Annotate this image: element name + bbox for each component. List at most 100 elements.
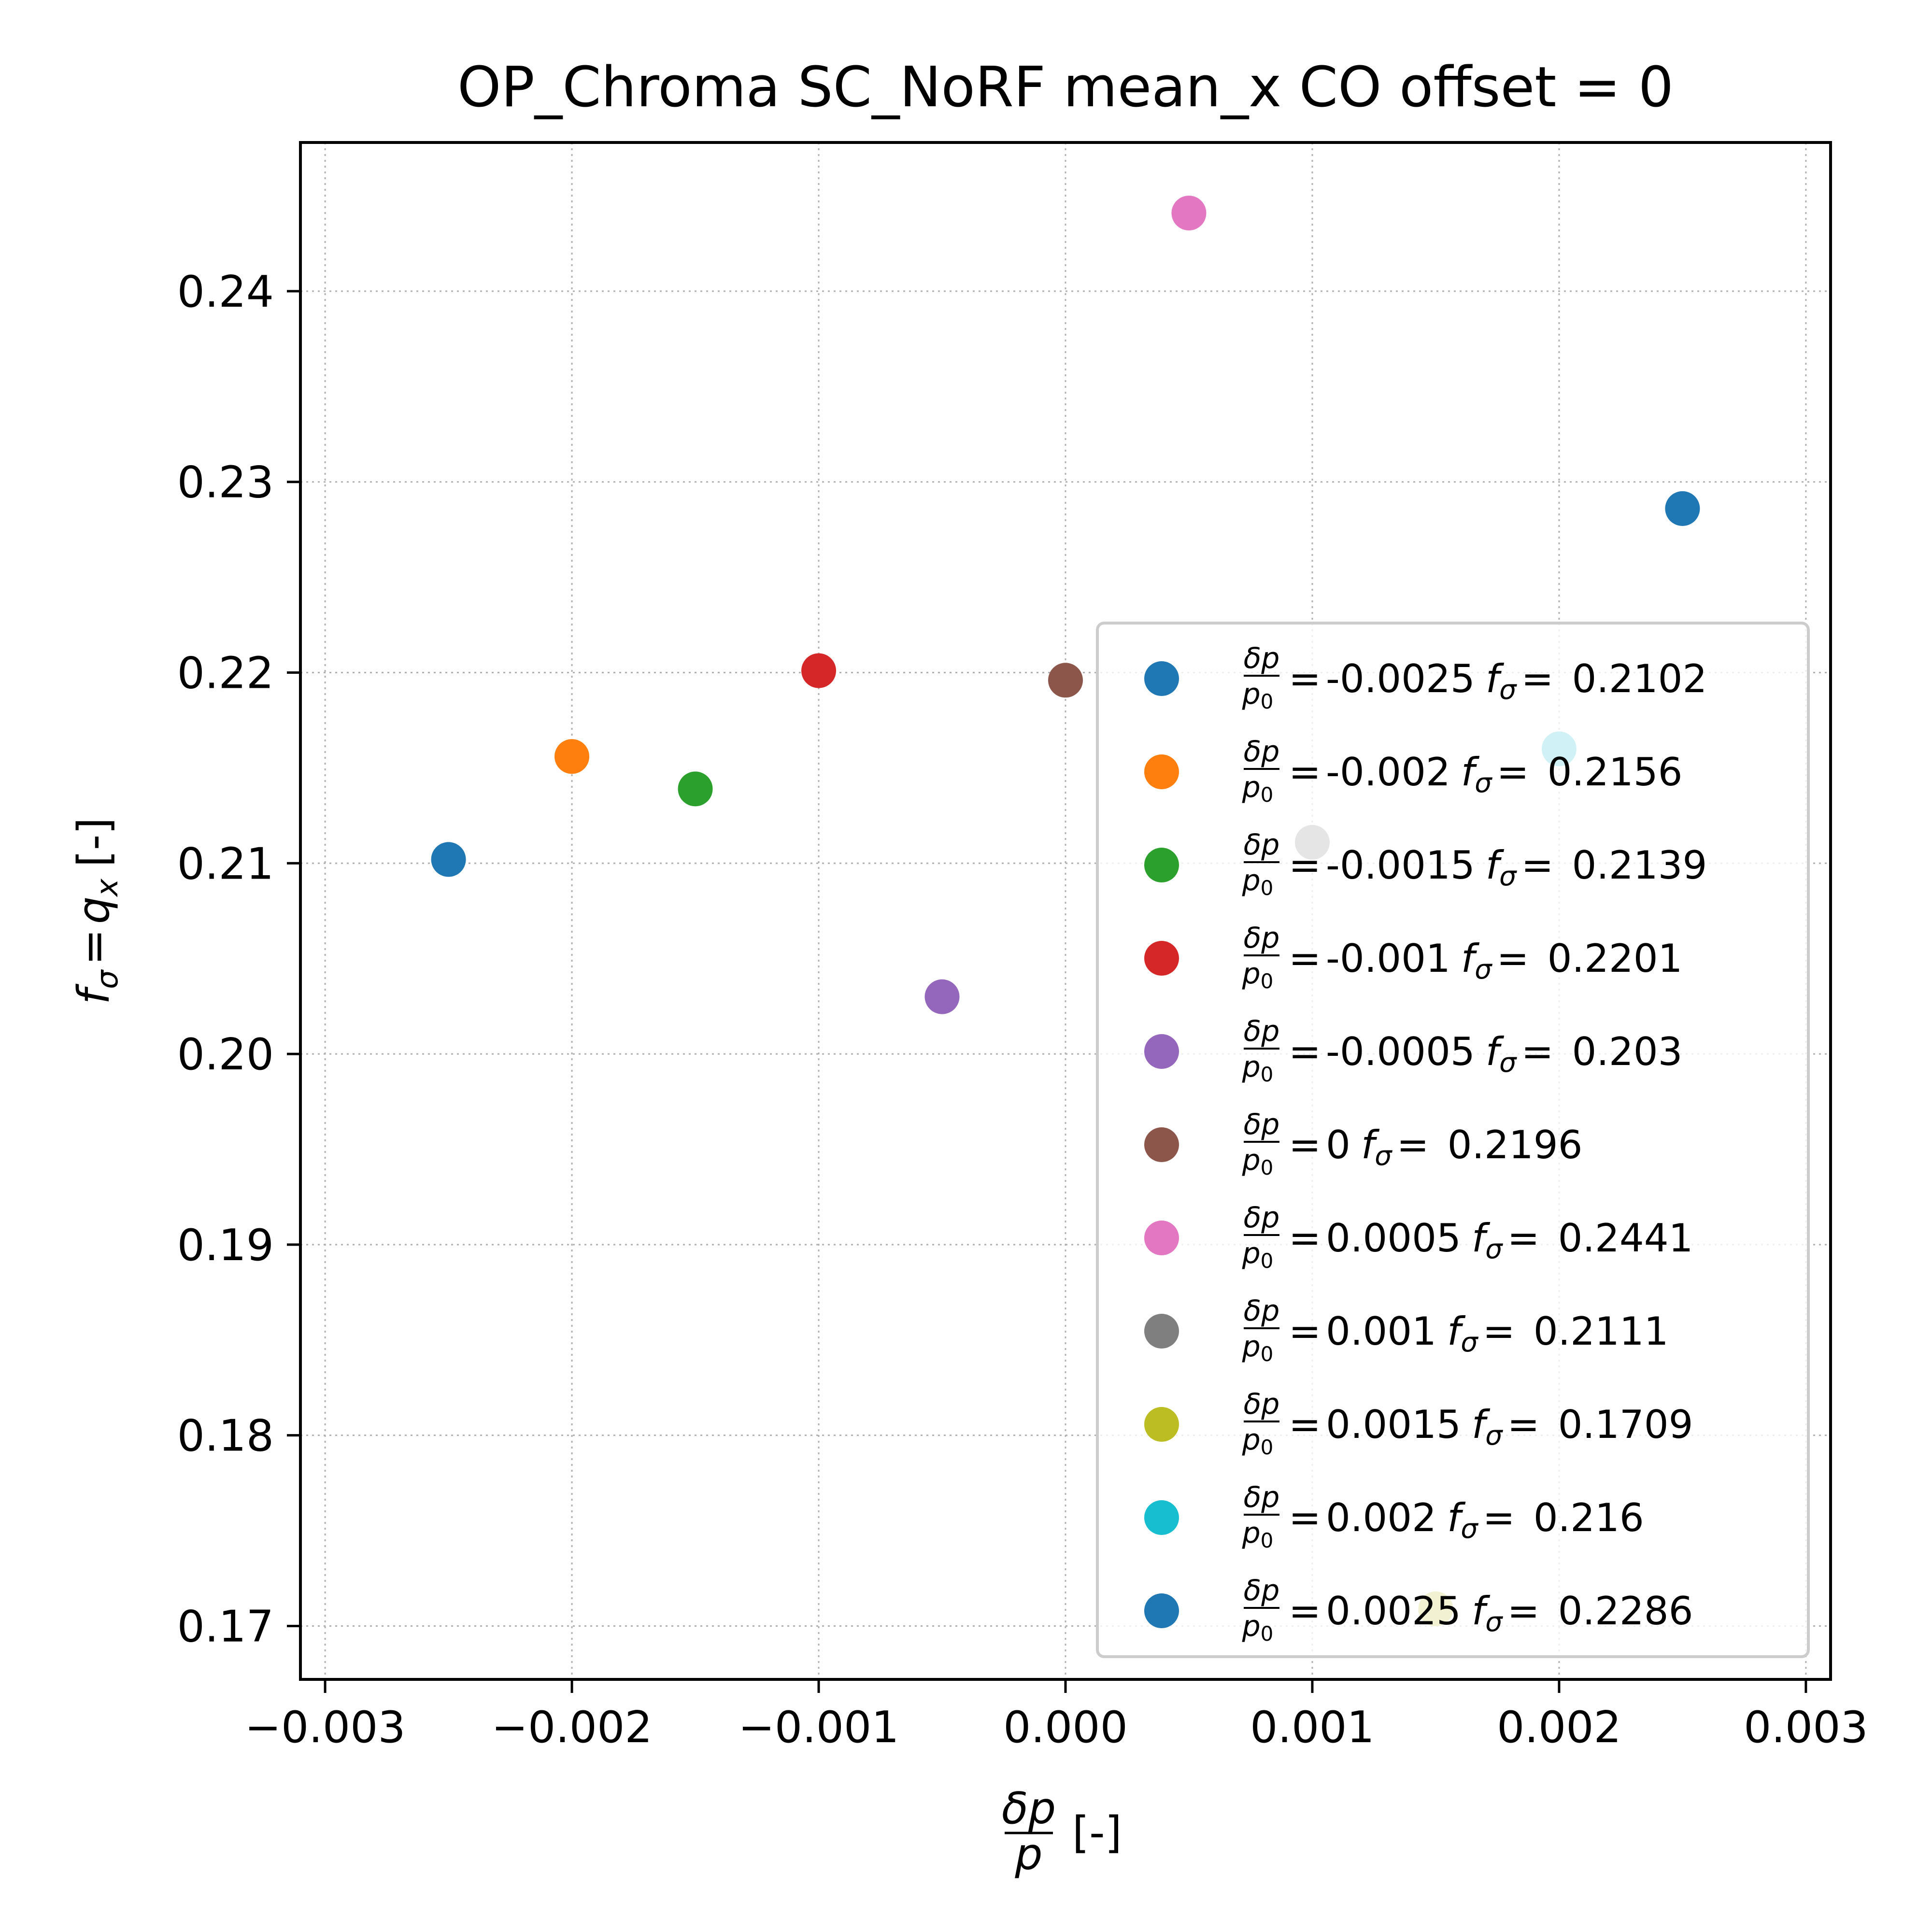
legend-f-sub: σ (1461, 1327, 1478, 1358)
data-point (1665, 491, 1700, 526)
legend-f-sub: σ (1461, 1513, 1478, 1545)
data-point (678, 771, 713, 807)
legend-frac-denominator-sub: 0 (1261, 1249, 1274, 1273)
data-point (1171, 196, 1207, 231)
legend-fsig-value: 0.2196 (1448, 1122, 1583, 1167)
legend-f-sub: σ (1475, 767, 1492, 799)
legend-marker (1144, 1221, 1179, 1255)
legend-f-eq: = (1397, 1122, 1429, 1167)
legend-eq: = (1289, 1309, 1321, 1354)
x-label-denominator: p (1014, 1829, 1042, 1880)
legend-f-eq: = (1483, 1309, 1515, 1354)
legend-frac-numerator: δp (1244, 735, 1280, 768)
legend-frac-denominator-sub: 0 (1261, 1063, 1274, 1086)
legend-label: = 0.0005 fσ = 0.2441 (1289, 1216, 1693, 1265)
y-label-unit: [-] (69, 818, 119, 867)
legend-f-sub: σ (1499, 674, 1517, 706)
data-point (924, 979, 960, 1014)
legend-eq: = (1289, 656, 1321, 701)
legend-eq: = (1289, 750, 1321, 795)
legend-f-eq: = (1507, 1402, 1540, 1447)
legend-f-eq: = (1483, 1495, 1515, 1540)
legend-f-sub: σ (1475, 954, 1492, 985)
legend-marker (1144, 1314, 1179, 1349)
legend-frac-numerator: δp (1244, 1387, 1280, 1421)
legend-eq: = (1289, 1589, 1321, 1634)
legend-marker (1144, 661, 1179, 696)
x-label-unit: [-] (1072, 1807, 1122, 1858)
legend-frac-numerator: δp (1244, 1574, 1280, 1607)
legend-f-eq: = (1521, 843, 1554, 888)
legend-f-eq: = (1507, 1589, 1540, 1634)
y-label-q-sub: x (89, 878, 125, 897)
legend-label: = -0.0005 fσ = 0.203 (1289, 1029, 1683, 1079)
legend-marker (1144, 1407, 1179, 1442)
legend-marker (1144, 1034, 1179, 1069)
legend-label: = 0.002 fσ = 0.216 (1289, 1495, 1644, 1545)
legend-f-sub: σ (1485, 1606, 1503, 1638)
y-axis-ticks: 0.17 0.18 0.19 0.20 0.21 0.22 0.23 0.24 (177, 267, 300, 1652)
x-tick-label: −0.001 (739, 1702, 899, 1753)
legend-frac-denominator-sub: 0 (1261, 1529, 1274, 1552)
y-tick-label: 0.17 (177, 1601, 274, 1652)
legend-eq: = (1289, 1216, 1321, 1261)
legend-dp-value: 0.001 (1326, 1309, 1436, 1354)
y-tick-label: 0.18 (177, 1411, 274, 1462)
legend-dp-value: -0.0025 (1326, 656, 1475, 701)
legend-eq: = (1289, 1029, 1321, 1074)
legend-label: = 0 fσ = 0.2196 (1289, 1122, 1583, 1172)
legend-fsig-value: 0.2441 (1558, 1216, 1693, 1261)
legend-fsig-value: 0.203 (1572, 1029, 1683, 1074)
data-point (1048, 663, 1083, 698)
legend-frac-denominator-sub: 0 (1261, 1622, 1274, 1646)
chart-title: OP_Chroma SC_NoRF mean_x CO offset = 0 (457, 55, 1674, 120)
legend-f-eq: = (1521, 656, 1554, 701)
legend-dp-value: -0.0005 (1326, 1029, 1475, 1074)
legend-fsig-value: 0.1709 (1558, 1402, 1693, 1447)
x-axis-ticks: −0.003 −0.002 −0.001 0.000 0.001 0.002 0.003 (245, 1679, 1868, 1753)
legend-fsig-value: 0.2201 (1548, 936, 1683, 981)
x-tick-label: 0.002 (1497, 1702, 1621, 1753)
legend-f-sub: σ (1499, 1047, 1517, 1079)
legend-fsig-value: 0.216 (1534, 1495, 1644, 1540)
y-label-f-sub: σ (89, 969, 125, 989)
legend-label: = 0.0025 fσ = 0.2286 (1289, 1589, 1693, 1638)
legend-f-sub: σ (1499, 861, 1517, 892)
legend-dp-value: 0.0025 (1326, 1589, 1461, 1634)
legend-eq: = (1289, 1122, 1321, 1167)
y-tick-label: 0.20 (177, 1029, 274, 1080)
y-tick-label: 0.21 (177, 838, 274, 889)
legend-frac-numerator: δp (1244, 1201, 1280, 1235)
legend-label: = -0.0015 fσ = 0.2139 (1289, 843, 1707, 892)
legend-fsig-value: 0.2286 (1558, 1589, 1693, 1634)
legend-marker (1144, 754, 1179, 789)
legend-fsig-value: 0.2156 (1548, 750, 1683, 795)
x-tick-label: −0.002 (492, 1702, 653, 1753)
legend-dp-value: 0.002 (1326, 1495, 1436, 1540)
legend-label: = -0.0025 fσ = 0.2102 (1289, 656, 1707, 706)
legend-frac-denominator-sub: 0 (1261, 783, 1274, 807)
x-tick-label: 0.003 (1744, 1702, 1868, 1753)
legend-label: = -0.002 fσ = 0.2156 (1289, 750, 1683, 799)
legend-marker (1144, 1500, 1179, 1535)
legend-frac-denominator-sub: 0 (1261, 969, 1274, 993)
data-point (431, 842, 466, 877)
legend-frac-numerator: δp (1244, 641, 1280, 675)
y-label-q: q (69, 896, 119, 924)
legend-f-sub: σ (1485, 1234, 1503, 1265)
legend-eq: = (1289, 843, 1321, 888)
legend-dp-value: 0.0005 (1326, 1216, 1461, 1261)
legend-box (1096, 622, 1810, 1658)
legend-f-eq: = (1507, 1216, 1540, 1261)
data-point (554, 739, 590, 774)
y-label-eq: = (69, 929, 119, 965)
y-tick-label: 0.19 (177, 1220, 274, 1271)
legend-frac-denominator-sub: 0 (1261, 1156, 1274, 1179)
